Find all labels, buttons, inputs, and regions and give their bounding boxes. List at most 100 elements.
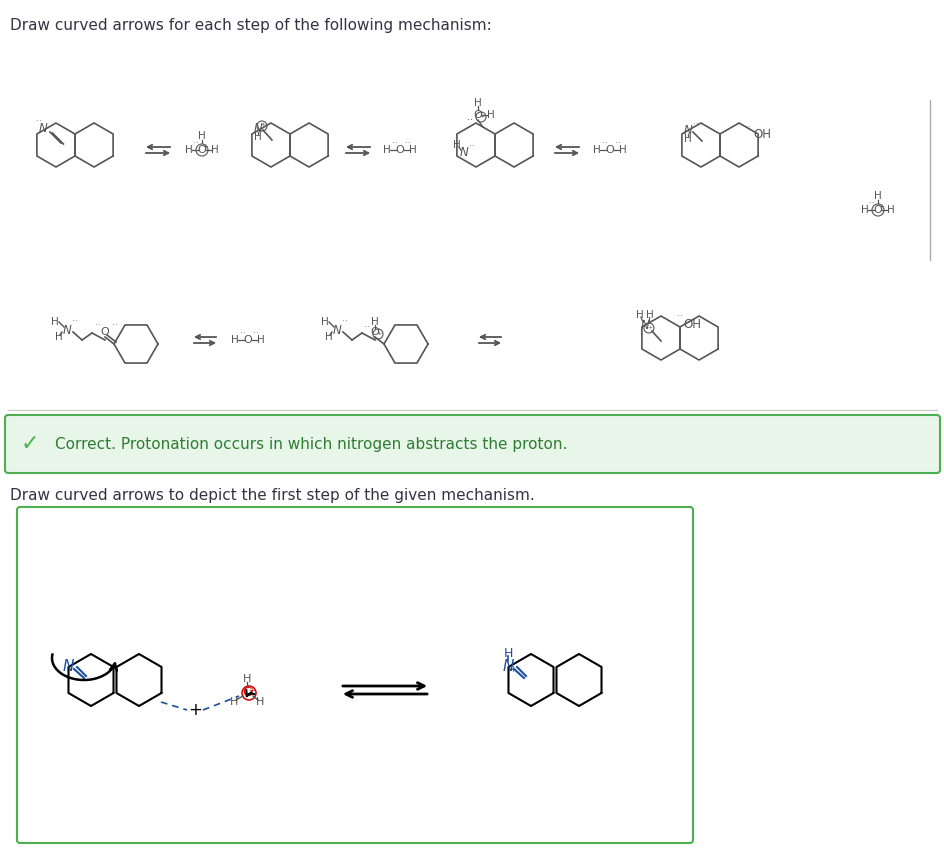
Text: H: H [325,332,332,342]
Text: H: H [886,205,894,215]
Text: H: H [256,697,264,707]
Text: N: N [640,319,649,332]
Text: Draw curved arrows for each step of the following mechanism:: Draw curved arrows for each step of the … [10,18,491,33]
Text: Correct. Protonation occurs in which nitrogen abstracts the proton.: Correct. Protonation occurs in which nit… [55,437,566,451]
Text: N: N [62,323,72,337]
Text: ·: · [341,317,343,327]
Text: H: H [873,191,881,201]
Text: H: H [860,205,868,215]
Text: ·: · [251,329,254,339]
Text: N: N [502,658,514,674]
Text: H: H [503,646,513,659]
Text: H: H [55,332,63,342]
Text: +: + [509,664,515,674]
Text: H: H [229,697,238,707]
Text: N: N [39,122,47,135]
Text: ✓: ✓ [21,434,40,454]
Text: ·: · [406,139,409,149]
Text: ·: · [110,321,113,331]
Text: O: O [244,335,252,345]
Text: O: O [370,327,379,337]
Text: Draw curved arrows to depict the first step of the given mechanism.: Draw curved arrows to depict the first s… [10,488,534,503]
Text: H: H [452,140,461,150]
Text: ·: · [869,199,872,209]
Text: ·: · [344,317,346,327]
Text: ·: · [746,123,749,133]
Text: N: N [459,146,468,160]
Text: ·: · [470,143,473,151]
Text: H: H [198,131,206,141]
Text: H: H [211,145,219,155]
Text: ·: · [71,317,74,327]
Text: ·: · [239,329,241,339]
Text: ·: · [362,323,365,333]
FancyBboxPatch shape [5,415,939,473]
Text: +: + [202,144,208,150]
Text: N: N [62,658,74,674]
Text: ·: · [96,321,99,331]
Text: H: H [243,674,251,684]
Text: ·: · [675,312,678,321]
Text: ·: · [600,139,602,149]
Text: ·: · [242,329,244,339]
Text: H: H [51,317,59,327]
Text: H: H [474,98,481,108]
Text: ·: · [613,139,615,149]
Text: H: H [371,317,379,327]
Text: H: H [593,145,600,155]
Text: C: C [242,686,251,699]
Text: OH: OH [752,127,770,140]
Text: ·: · [867,199,869,209]
FancyBboxPatch shape [17,507,692,843]
Text: ·: · [93,321,96,331]
Text: O: O [396,145,404,155]
Text: +: + [647,325,652,329]
Text: +: + [479,114,484,119]
Text: N: N [253,122,262,135]
Text: +: + [260,122,265,127]
Text: ·: · [616,139,618,149]
Text: ·: · [38,117,41,127]
Text: ·: · [403,139,406,149]
Text: H: H [646,310,653,320]
Text: ·: · [113,321,116,331]
Text: H: H [321,317,329,327]
Text: O: O [197,145,206,155]
Text: ·: · [194,139,197,149]
Text: ·: · [694,121,697,129]
Text: ·: · [467,143,470,151]
Text: H: H [231,335,239,345]
Text: OH: OH [683,317,700,331]
Text: ·: · [678,312,681,321]
Text: +: + [877,204,883,210]
Text: ·: · [192,139,194,149]
Text: ·: · [365,323,368,333]
Text: N: N [683,125,692,138]
Text: ·: · [603,139,606,149]
Text: ·: · [394,139,396,149]
Text: ·: · [470,115,473,125]
Text: ·: · [255,329,257,339]
Text: H: H [257,335,264,345]
Text: H: H [635,310,643,320]
Text: H: H [185,145,193,155]
Text: N: N [332,323,341,337]
Text: +: + [247,686,254,694]
Text: +: + [188,701,202,719]
Text: O: O [473,110,481,120]
Text: H: H [683,134,691,144]
Text: ·: · [467,115,470,125]
Text: ·: · [691,121,694,129]
Text: H: H [254,132,261,142]
Text: ·: · [35,117,37,127]
Text: +: + [376,331,381,335]
Text: H: H [618,145,626,155]
Text: ·: · [74,317,76,327]
Text: O: O [872,205,882,215]
Text: O: O [605,145,614,155]
Text: O: O [100,327,110,337]
Text: H: H [382,145,391,155]
Text: ·: · [743,123,746,133]
Text: H: H [409,145,416,155]
Text: ·: · [390,139,393,149]
